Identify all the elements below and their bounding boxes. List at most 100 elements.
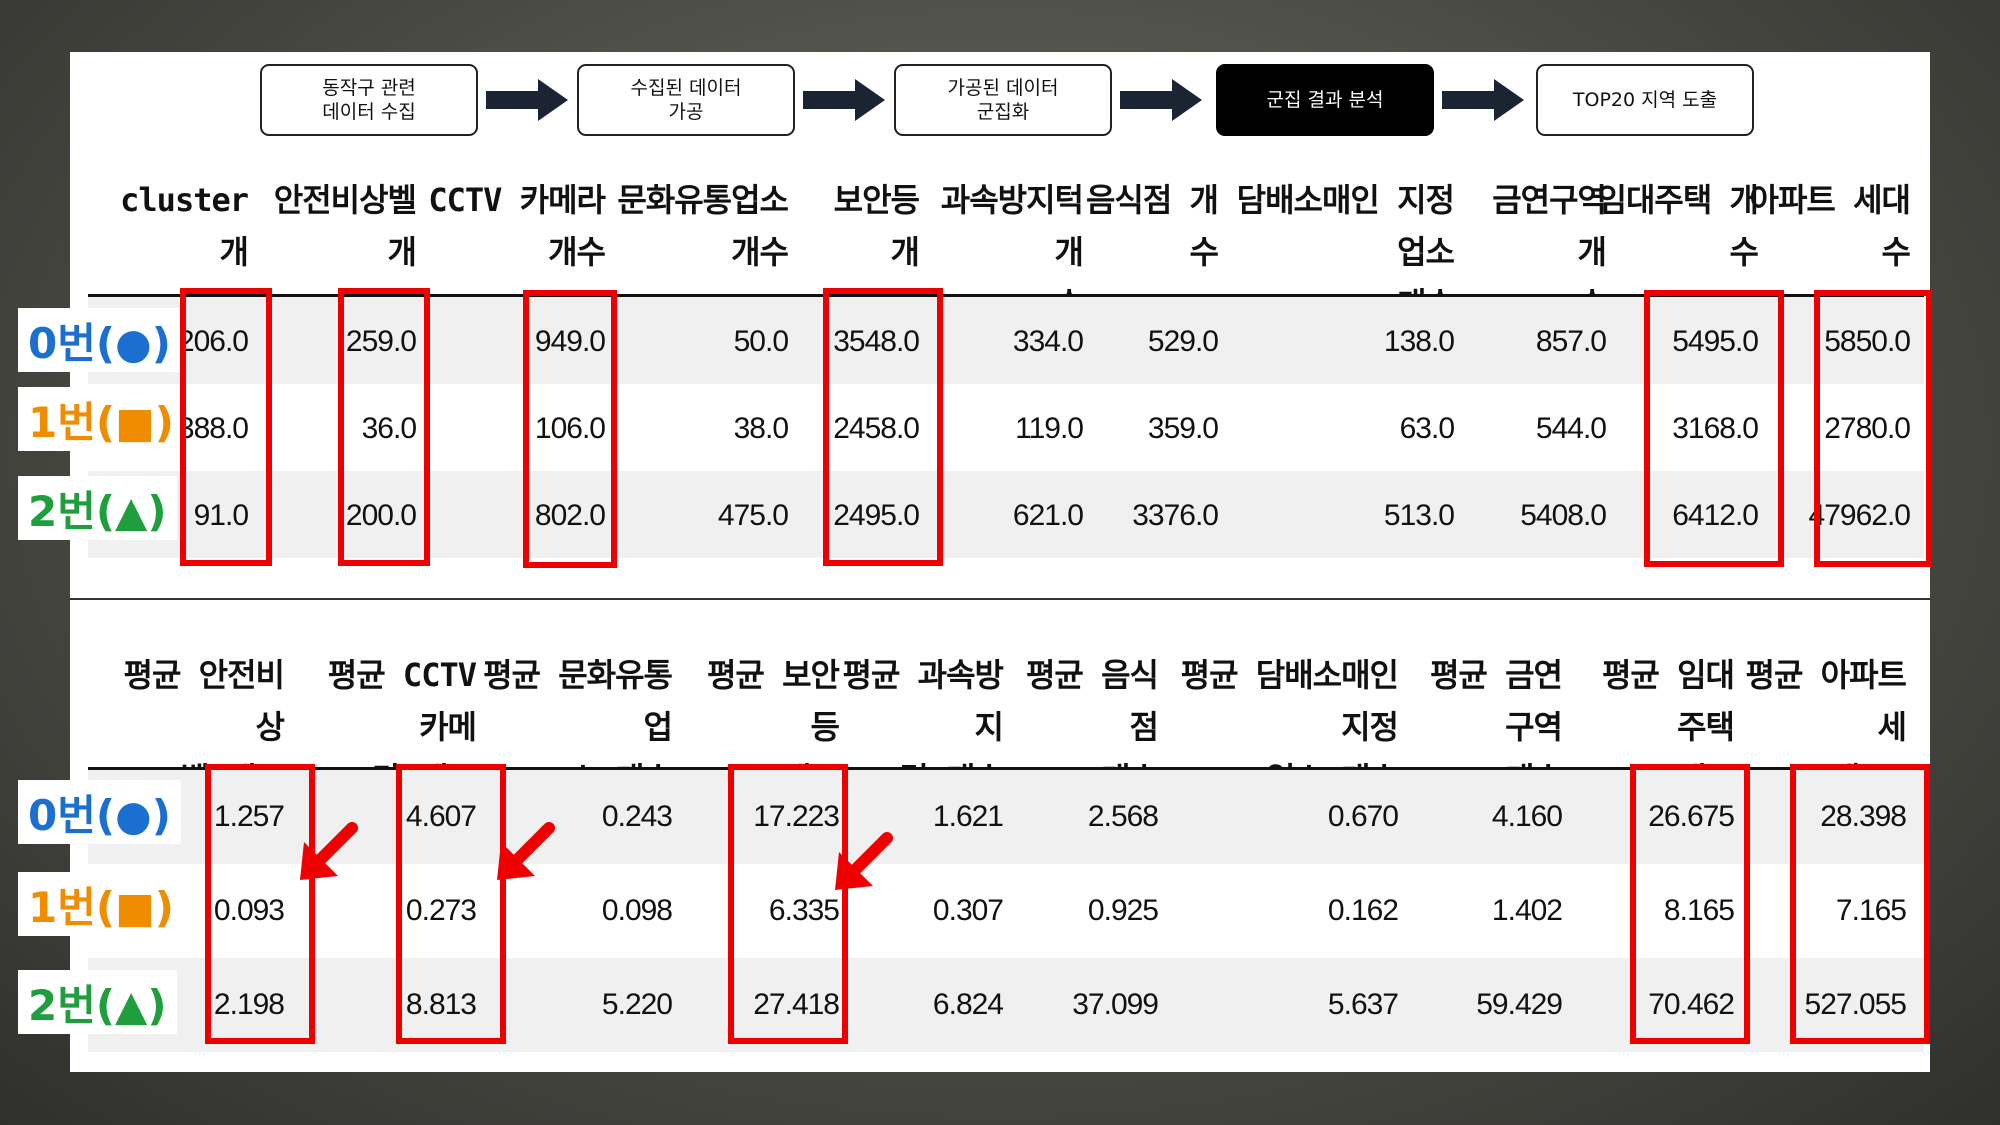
- table-cell: 802.0: [534, 499, 606, 532]
- pointer-arrow-icon: [835, 832, 893, 890]
- table-cell: 388.0: [177, 412, 249, 445]
- table-cell: 50.0: [733, 325, 789, 358]
- table-separator: [70, 598, 1930, 600]
- column-header: 문화유통업소 개수: [617, 181, 789, 271]
- table-cell: 6.824: [932, 988, 1004, 1021]
- table-row: 1.257 4.607 0.243 17.223 1.621 2.568 0.670 4.16…: [88, 770, 1924, 864]
- table-cell: 2.568: [1087, 800, 1159, 833]
- table-cell: 2.198: [213, 988, 285, 1021]
- flow-arrow-icon: [486, 79, 568, 121]
- table-cell: 0.925: [1087, 894, 1159, 927]
- table-cell: 47962.0: [1808, 499, 1911, 532]
- table-cell: 7.165: [1835, 894, 1907, 927]
- table-cell: 6412.0: [1672, 499, 1759, 532]
- highlight-box: [1630, 764, 1750, 1044]
- table-cell: 37.099: [1072, 988, 1159, 1021]
- column-header: cluster 개 수: [120, 181, 249, 323]
- column-header: CCTV 카메라 개수: [428, 181, 606, 271]
- table-cell: 4.160: [1491, 800, 1563, 833]
- table-cell: 529.0: [1147, 325, 1219, 358]
- table-row: 91.0 200.0 802.0 475.0 2495.0 621.0 3376.0 513.…: [88, 471, 1924, 558]
- table-row: 0.093 0.273 0.098 6.335 0.307 0.925 0.162 1.402…: [88, 864, 1924, 958]
- table-cell: 3168.0: [1672, 412, 1759, 445]
- column-header: 음식점 개 수: [1085, 181, 1219, 271]
- table-cell: 36.0: [361, 412, 417, 445]
- table-cell: 5850.0: [1824, 325, 1911, 358]
- table-cell: 0.098: [601, 894, 673, 927]
- column-header: 평균 보안등 개수: [706, 656, 840, 798]
- table-cell: 621.0: [1012, 499, 1084, 532]
- process-flow: 동작구 관련 데이터 수집 수집된 데이터 가공 가공된 데이터 군집화 군집 결과 …: [70, 52, 1930, 152]
- highlight-box: [728, 764, 848, 1044]
- highlight-box: [1644, 290, 1784, 567]
- highlight-box: [180, 288, 272, 566]
- header-rule: [88, 294, 1924, 297]
- table-cell: 2780.0: [1824, 412, 1911, 445]
- table-cell: 8.813: [405, 988, 477, 1021]
- flow-step-5: TOP20 지역 도출: [1536, 64, 1754, 136]
- table-cell: 1.402: [1491, 894, 1563, 927]
- table-cell: 0.307: [932, 894, 1004, 927]
- flow-step-2: 수집된 데이터 가공: [577, 64, 795, 136]
- column-header: 임대주택 개 수: [1597, 181, 1759, 271]
- table-cell: 0.670: [1327, 800, 1399, 833]
- pointer-arrow-icon: [300, 822, 358, 880]
- table-cell: 106.0: [534, 412, 606, 445]
- flow-arrow-icon: [1442, 79, 1524, 121]
- cluster-label: 2번(▲): [18, 476, 177, 540]
- flow-step-3: 가공된 데이터 군집화: [894, 64, 1112, 136]
- cluster-label: 1번(■): [18, 872, 184, 936]
- table-cell: 27.418: [753, 988, 840, 1021]
- table-cell: 1.257: [213, 800, 285, 833]
- table-cell: 949.0: [534, 325, 606, 358]
- table-cell: 6.335: [768, 894, 840, 927]
- flow-arrow-icon: [1120, 79, 1202, 121]
- table-cell: 70.462: [1648, 988, 1735, 1021]
- table-cell: 138.0: [1383, 325, 1455, 358]
- cluster-label: 1번(■): [18, 387, 184, 451]
- highlight-box: [1814, 290, 1932, 567]
- table-cell: 5.637: [1327, 988, 1399, 1021]
- table-cell: 857.0: [1535, 325, 1607, 358]
- table-cell: 334.0: [1012, 325, 1084, 358]
- table-cell: 119.0: [1015, 412, 1084, 445]
- column-header: 아파트 세대 수: [1749, 181, 1911, 271]
- cluster-label: 0번(●): [18, 308, 181, 372]
- table-cell: 206.0: [177, 325, 249, 358]
- highlight-box: [523, 290, 617, 568]
- table-cell: 259.0: [345, 325, 417, 358]
- table-cell: 4.607: [405, 800, 477, 833]
- flow-step-1: 동작구 관련 데이터 수집: [260, 64, 478, 136]
- table-cell: 17.223: [753, 800, 840, 833]
- column-header: 과속방지턱 개 수: [940, 181, 1084, 323]
- highlight-box: [396, 764, 506, 1044]
- table-cell: 544.0: [1535, 412, 1607, 445]
- highlight-box: [823, 288, 943, 566]
- table-cell: 200.0: [345, 499, 417, 532]
- table-cell: 0.273: [405, 894, 477, 927]
- table-cell: 5408.0: [1520, 499, 1607, 532]
- table-row: 2.198 8.813 5.220 27.418 6.824 37.099 5.637 59.…: [88, 958, 1924, 1052]
- highlight-box: [205, 764, 315, 1044]
- table-cell: 38.0: [733, 412, 789, 445]
- highlight-box: [1790, 764, 1930, 1044]
- table-cell: 26.675: [1648, 800, 1735, 833]
- cluster-label: 0번(●): [18, 780, 181, 844]
- table-cell: 527.055: [1804, 988, 1907, 1021]
- table-cell: 3376.0: [1132, 499, 1219, 532]
- table-row: 206.0 259.0 949.0 50.0 3548.0 334.0 529.0 138.0…: [88, 297, 1924, 384]
- header-rule: [88, 767, 1924, 770]
- cluster-average-table: 평균 안전비상 벨 개수평균 CCTV 카메 라 개수평균 문화유통업 소 개수…: [88, 607, 1924, 1072]
- table-cell: 5495.0: [1672, 325, 1759, 358]
- flow-arrow-icon: [803, 79, 885, 121]
- table-cell: 91.0: [193, 499, 249, 532]
- pointer-arrow-icon: [497, 822, 555, 880]
- table-cell: 28.398: [1820, 800, 1907, 833]
- table-cell: 0.093: [213, 894, 285, 927]
- table-cell: 8.165: [1663, 894, 1735, 927]
- table-row: 388.0 36.0 106.0 38.0 2458.0 119.0 359.0 63.0 54…: [88, 384, 1924, 471]
- analysis-card: 동작구 관련 데이터 수집 수집된 데이터 가공 가공된 데이터 군집화 군집 결과 …: [70, 52, 1930, 1072]
